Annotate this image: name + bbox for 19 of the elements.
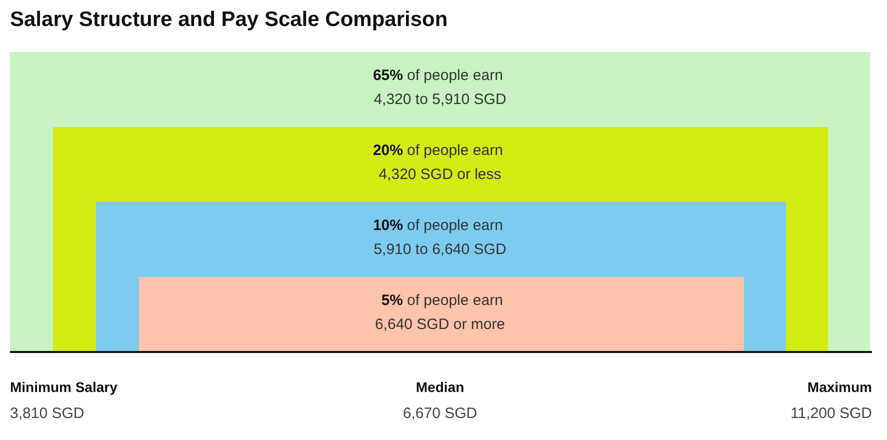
category-label: 4,320 to 5,910 SGD: [374, 91, 506, 108]
data-label: 65%: [372, 67, 403, 84]
text: 3,810 SGD: [10, 405, 84, 422]
text: of people earn: [407, 67, 503, 84]
text: of people earn: [407, 217, 503, 234]
text: 6,670 SGD: [402, 405, 478, 422]
text: Minimum Salary: [10, 379, 118, 395]
data-label: 5%: [381, 292, 403, 309]
category-label: 6,640 SGD or more: [374, 316, 506, 333]
text: Median: [416, 379, 464, 395]
text: Salary Structure and Pay Scale Comparison: [10, 8, 448, 31]
text: of people earn: [407, 142, 503, 159]
data-label: 20%: [372, 142, 403, 159]
data-label: 10%: [372, 217, 403, 234]
text: 11,200 SGD: [790, 405, 872, 422]
category-label: 5,910 to 6,640 SGD: [374, 241, 506, 258]
text: Maximum: [807, 379, 872, 395]
text: of people earn: [407, 292, 503, 309]
category-label: 4,320 SGD or less: [378, 166, 502, 183]
